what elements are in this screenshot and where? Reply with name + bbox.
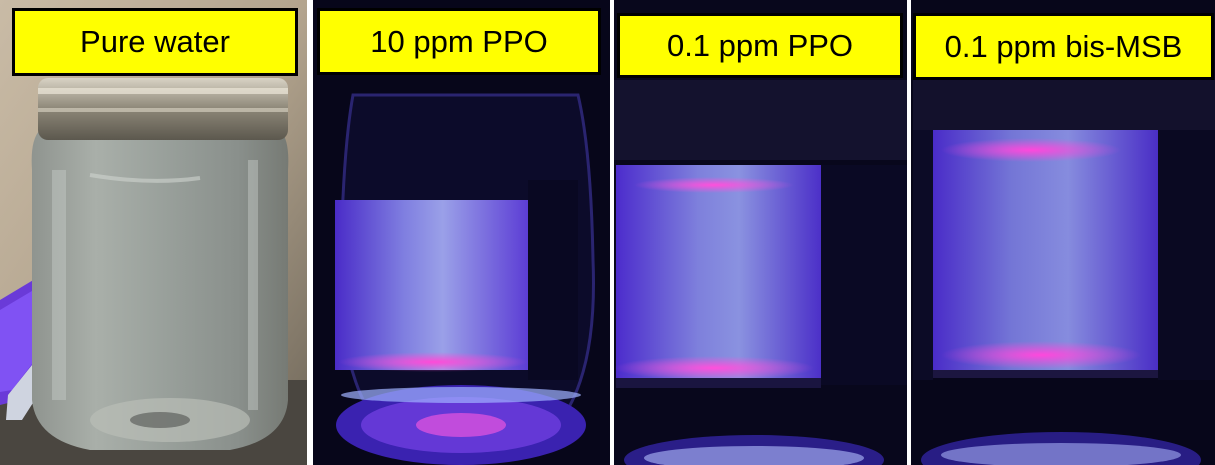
- label-0-1ppm-ppo: 0.1 ppm PPO: [617, 13, 903, 78]
- photo-10ppm-ppo: [313, 0, 610, 465]
- label-0-1ppm-bis-msb: 0.1 ppm bis-MSB: [913, 13, 1214, 80]
- label-10ppm-ppo: 10 ppm PPO: [317, 8, 601, 75]
- photo-pure-water: [0, 0, 307, 465]
- label-pure-water: Pure water: [12, 8, 298, 76]
